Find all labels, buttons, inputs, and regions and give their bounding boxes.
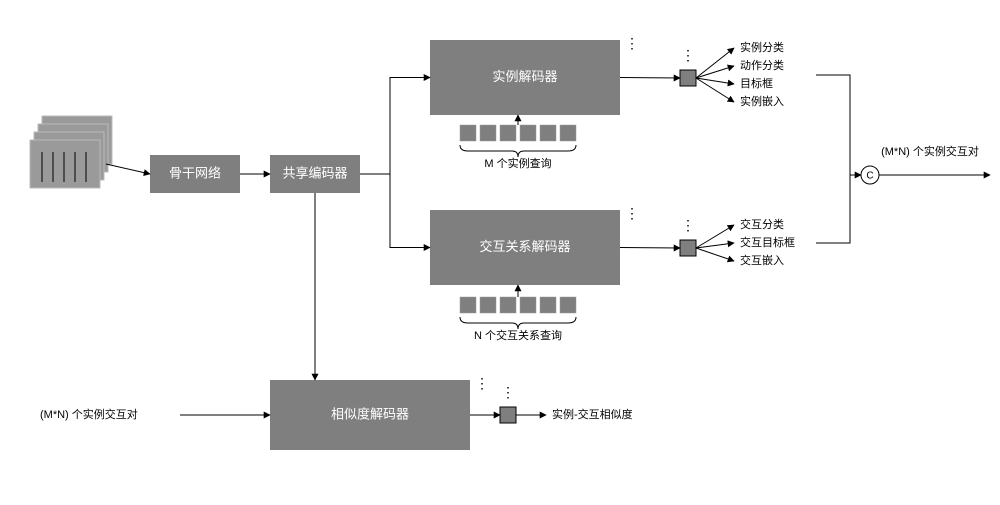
interaction-query [460,297,476,313]
instance-query [460,125,476,141]
instance-output-label: 实例嵌入 [740,94,784,108]
instance-query [560,125,576,141]
similarity-output-token [500,407,516,423]
vdots-icon: ⋮ [681,47,695,63]
pair-in-label: (M*N) 个实例交互对 [40,407,138,421]
interaction-query [500,297,516,313]
interaction-query [560,297,576,313]
vdots-icon: ⋮ [625,205,639,221]
instance-output-label: 目标框 [740,76,773,90]
inter-dec-label: 交互关系解码器 [479,239,570,254]
instance-output-token [680,70,696,86]
interaction-query-label: N 个交互关系查询 [474,328,562,342]
interaction-output-label: 交互分类 [740,217,784,231]
interaction-output-token [680,240,696,256]
instance-query [540,125,556,141]
interaction-query [480,297,496,313]
instance-query [500,125,516,141]
vdots-icon: ⋮ [475,375,489,391]
concat-label: C [866,171,873,182]
backbone-label: 骨干网络 [169,165,221,180]
instance-query [520,125,536,141]
instance-query-label: M 个实例查询 [484,156,551,170]
interaction-query [520,297,536,313]
sim-dec-label: 相似度解码器 [331,406,409,421]
similarity-output-label: 实例-交互相似度 [552,407,633,421]
instance-query [480,125,496,141]
input-image-frame [30,140,100,188]
vdots-icon: ⋮ [681,217,695,233]
interaction-output-label: 交互嵌入 [740,253,784,267]
interaction-output-label: 交互目标框 [740,235,795,249]
vdots-icon: ⋮ [501,384,515,400]
pair-out-label: (M*N) 个实例交互对 [881,144,979,158]
instance-output-label: 动作分类 [740,58,784,72]
inst-dec-label: 实例解码器 [492,69,557,84]
encoder-label: 共享编码器 [282,165,347,180]
vdots-icon: ⋮ [625,35,639,51]
instance-output-label: 实例分类 [740,40,784,54]
interaction-query [540,297,556,313]
